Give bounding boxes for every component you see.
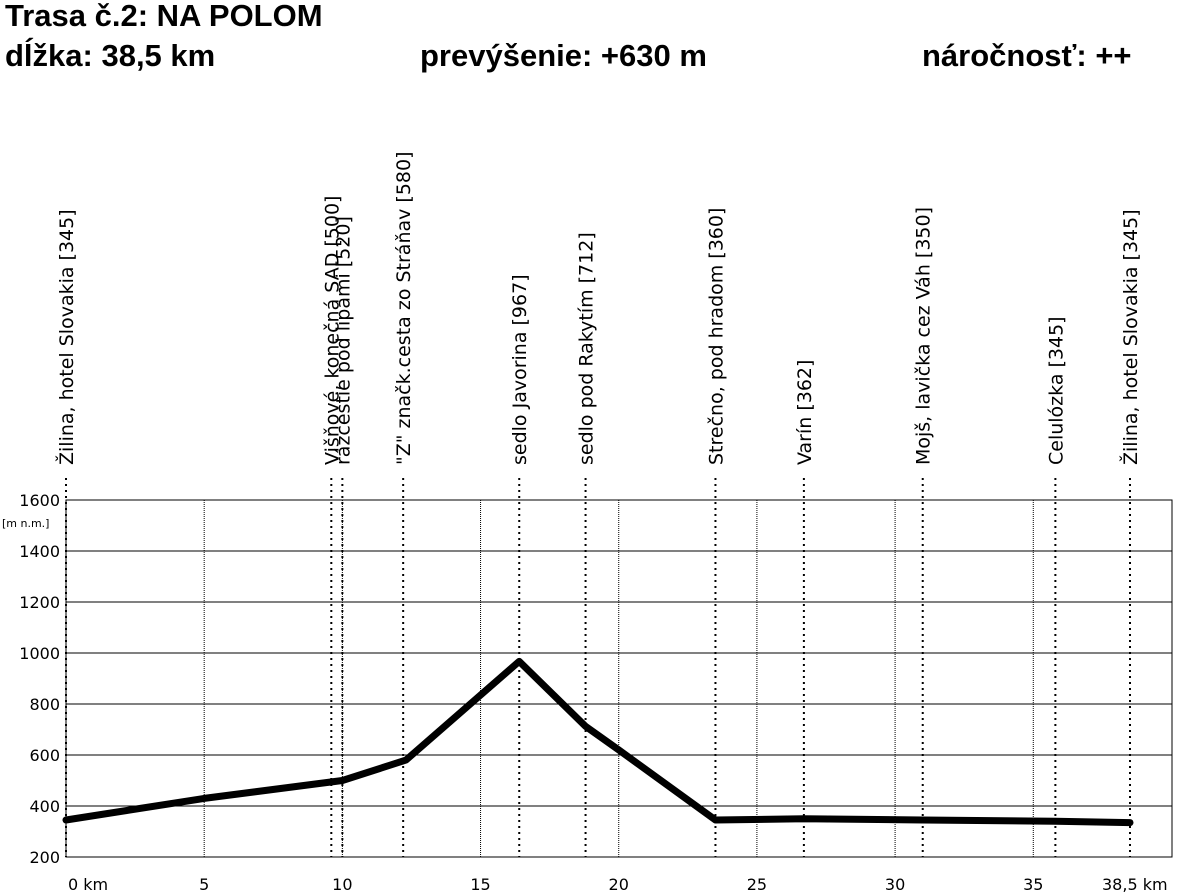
waypoint-label: rázcestie pod lipami [520] xyxy=(332,216,354,465)
waypoint-markers xyxy=(65,478,1131,857)
x-tick-label: 30 xyxy=(885,875,905,894)
waypoint-label: Žilina, hotel Slovakia [345] xyxy=(55,209,78,465)
route-length: dĺžka: 38,5 km xyxy=(5,38,216,73)
x-tick-label: 15 xyxy=(470,875,490,894)
x-tick-label: 35 xyxy=(1023,875,1043,894)
x-axis-ticks: 0 km 5 10 15 20 25 30 35 38,5 km xyxy=(68,875,1168,894)
y-axis-unit: [m n.m.] xyxy=(2,517,49,530)
waypoint-label: "Z" značk.cesta zo Stráňav [580] xyxy=(393,151,415,465)
y-axis-ticks: 200 400 600 800 1000 1200 1400 1600 xyxy=(19,491,60,867)
waypoint-label: Višňové, konečná SAD [500] xyxy=(321,196,343,465)
y-tick-label: 1200 xyxy=(19,593,60,612)
waypoint-label: Strečno, pod hradom [360] xyxy=(705,208,727,465)
x-tick-label: 25 xyxy=(747,875,767,894)
y-tick-label: 400 xyxy=(29,797,60,816)
x-tick-label: 38,5 km xyxy=(1102,875,1168,894)
waypoint-label: Celulózka [345] xyxy=(1045,316,1067,465)
x-tick-label: 0 km xyxy=(68,875,108,894)
x-tick-label: 10 xyxy=(332,875,352,894)
y-tick-label: 1400 xyxy=(19,542,60,561)
route-title: Trasa č.2: NA POLOM xyxy=(5,0,323,33)
y-tick-label: 600 xyxy=(29,746,60,765)
waypoint-labels: Žilina, hotel Slovakia [345] Višňové, kon… xyxy=(55,151,1142,465)
waypoint-label: sedlo pod Rakytím [712] xyxy=(576,232,598,465)
waypoint-label: Varín [362] xyxy=(794,360,816,465)
waypoint-label: Mojš, lavička cez Váh [350] xyxy=(913,207,935,465)
route-elevation-gain: prevýšenie: +630 m xyxy=(420,38,707,73)
waypoint-label: sedlo Javorina [967] xyxy=(509,274,531,465)
y-tick-label: 1600 xyxy=(19,491,60,510)
x-tick-label: 5 xyxy=(199,875,209,894)
elevation-line xyxy=(62,657,1134,827)
vertical-gridlines xyxy=(203,500,1034,857)
y-tick-label: 800 xyxy=(29,695,60,714)
waypoint-label: Žilina, hotel Slovakia [345] xyxy=(1119,209,1142,465)
y-tick-label: 200 xyxy=(29,848,60,867)
route-difficulty: náročnosť: ++ xyxy=(922,38,1132,73)
y-tick-label: 1000 xyxy=(19,644,60,663)
x-tick-label: 20 xyxy=(609,875,629,894)
